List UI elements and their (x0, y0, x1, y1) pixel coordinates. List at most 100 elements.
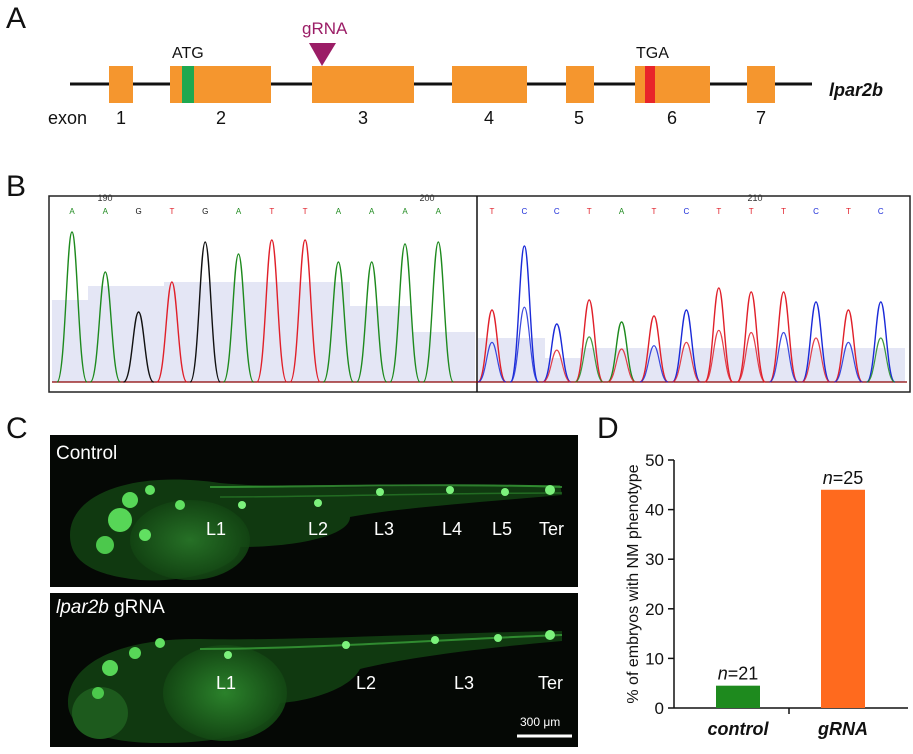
trace-secondary-peak (704, 329, 734, 383)
base-call-letter: G (202, 207, 208, 216)
exon-4 (452, 66, 527, 103)
trace-secondary-peak (801, 337, 831, 383)
control-marker-l5: L5 (492, 519, 513, 539)
y-ticks: 0 10 20 30 40 50 (645, 451, 674, 718)
panel-label-a: A (6, 2, 27, 35)
bar-control (716, 685, 760, 708)
y-tick-label: 0 (655, 699, 664, 718)
position-210: 210 (747, 193, 762, 203)
base-call-letter: T (303, 207, 308, 216)
control-embryo-drawing (70, 479, 563, 581)
base-call-letter: A (402, 207, 408, 216)
trace-peaks (56, 231, 896, 383)
base-call-letter: C (554, 207, 560, 216)
grna-caption-gene: lpar2b (56, 597, 109, 618)
trace-secondary-peak (639, 345, 669, 383)
trace-secondary-peak (866, 337, 896, 383)
base-call-letter: T (846, 207, 851, 216)
tga-marker (645, 66, 655, 103)
grna-caption-rest: gRNA (108, 597, 165, 618)
grna-embryo-drawing (68, 630, 572, 743)
base-call-letter: G (135, 207, 141, 216)
y-tick-label: 40 (645, 501, 664, 520)
trace-peak (156, 281, 188, 383)
trace-peak (222, 253, 255, 383)
trace-secondary-peak (509, 306, 539, 383)
position-190: 190 (97, 193, 112, 203)
position-200: 200 (419, 193, 434, 203)
control-marker-l1: L1 (206, 519, 227, 539)
gene-structure-diagram: ATG TGA gRNA lpar2b exon 1 2 3 4 5 6 7 (48, 19, 883, 128)
y-tick-label: 50 (645, 451, 664, 470)
bar-n-annotation: n=25 (823, 468, 864, 488)
trace-peak (866, 301, 896, 383)
control-embryo-image: Control L1 L2 L3 L4 L5 Ter (50, 435, 578, 587)
base-call-letter: A (619, 207, 625, 216)
exon-number-4: 4 (484, 108, 494, 128)
trace-secondary-peak (834, 341, 863, 383)
control-marker-ter: Ter (539, 519, 565, 539)
exon-number-5: 5 (574, 108, 584, 128)
trace-secondary-peak (542, 349, 572, 383)
control-marker-l2: L2 (308, 519, 329, 539)
base-call-letter: T (716, 207, 721, 216)
exon-number-1: 1 (116, 108, 126, 128)
trace-peak (606, 321, 637, 383)
trace-secondary-peak (672, 341, 701, 383)
y-tick-label: 10 (645, 649, 664, 668)
base-call-letter: T (169, 207, 174, 216)
gene-name: lpar2b (829, 80, 883, 100)
control-marker-l3: L3 (374, 519, 395, 539)
atg-marker (182, 66, 194, 103)
bar-n-annotation: n=21 (718, 664, 759, 684)
trace-peak (289, 239, 321, 383)
base-call-letter: T (652, 207, 657, 216)
trace-secondary-peak (477, 341, 507, 383)
tga-label: TGA (636, 45, 669, 62)
bars: control n=21 gRNA n=25 (708, 468, 869, 739)
grna-embryo-image: lpar2b gRNA L1 L2 L3 Ter 300 μm (50, 593, 578, 747)
base-call-letter: T (781, 207, 786, 216)
grna-marker-l2: L2 (356, 673, 377, 693)
trace-peak (56, 231, 88, 383)
exon-3 (312, 66, 414, 103)
trace-secondary-peak (574, 336, 604, 383)
trace-peak (574, 299, 604, 383)
base-call-letter: C (522, 207, 528, 216)
grna-label: gRNA (302, 19, 348, 38)
trace-peak (768, 291, 799, 383)
base-call-letter: T (587, 207, 592, 216)
base-call-letter: A (103, 207, 109, 216)
panel-label-c: C (6, 412, 28, 445)
base-call-letter: A (236, 207, 242, 216)
grna-marker-ter: Ter (538, 673, 564, 693)
trace-peak (509, 245, 540, 383)
trace-peak (671, 309, 702, 383)
trace-peak (256, 239, 288, 383)
exon-label: exon (48, 108, 87, 128)
trace-peak (833, 309, 864, 383)
exon-7 (747, 66, 775, 103)
trace-peak (356, 261, 388, 383)
trace-peak (801, 301, 831, 383)
base-call-letter: A (336, 207, 342, 216)
base-call-letter: T (490, 207, 495, 216)
exon-number-7: 7 (756, 108, 766, 128)
base-call-letter: A (436, 207, 442, 216)
base-call-letter: A (369, 207, 375, 216)
trace-peak (322, 261, 355, 383)
scale-bar-label: 300 μm (520, 715, 561, 729)
base-call-letter: C (684, 207, 690, 216)
trace-secondary-peak (607, 348, 636, 383)
control-caption: Control (56, 443, 118, 464)
panel-label-b: B (6, 170, 27, 203)
trace-peak (189, 241, 221, 383)
exon-number-6: 6 (667, 108, 677, 128)
grna-caption: lpar2b gRNA (56, 597, 165, 619)
exon-number-3: 3 (358, 108, 368, 128)
x-category-label: control (708, 719, 770, 739)
grna-marker-l1: L1 (216, 673, 237, 693)
trace-peak (389, 243, 421, 383)
exon-number-2: 2 (216, 108, 226, 128)
